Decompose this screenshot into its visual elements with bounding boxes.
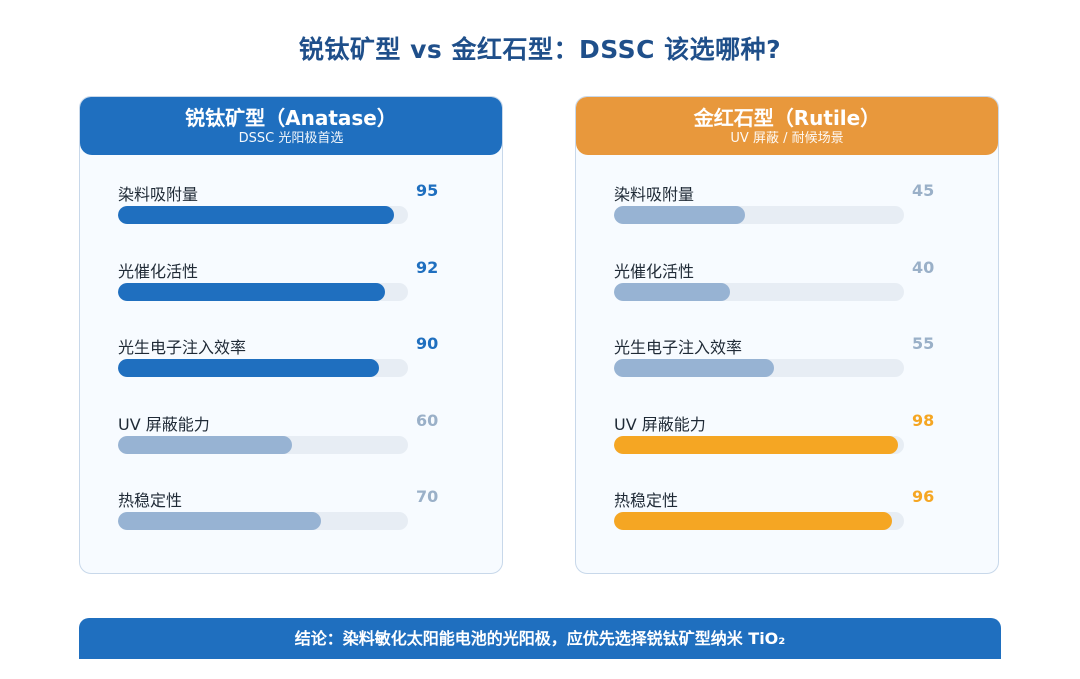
metric-bar-track <box>614 359 904 377</box>
anatase-metric-row: 热稳定性 70 <box>118 487 438 539</box>
metric-bar <box>118 359 379 377</box>
metric-label: 染料吸附量 <box>614 185 695 204</box>
rutile-metric-row: 染料吸附量 45 <box>614 181 934 233</box>
metric-bar <box>118 435 292 454</box>
metric-label: 染料吸附量 <box>118 185 199 204</box>
metric-bar-track <box>614 206 904 224</box>
metric-bar-track <box>614 435 904 454</box>
rutile-metric-row: 光催化活性 40 <box>614 258 934 310</box>
metric-label: 光催化活性 <box>118 261 199 281</box>
metric-label: 光生电子注入效率 <box>614 338 743 357</box>
rutile-card-title: 金红石型（Rutile） <box>693 106 881 130</box>
rutile-metric-row: 光生电子注入效率 55 <box>614 334 934 386</box>
metric-value: 90 <box>416 334 439 353</box>
anatase-metric-row: 光催化活性 92 <box>118 258 438 310</box>
anatase-card: 锐钛矿型（Anatase） DSSC 光阳极首选 染料吸附量 95 光催化活性 92 光… <box>79 96 503 574</box>
metric-label: UV 屏蔽能力 <box>118 414 210 434</box>
anatase-metric-row: UV 屏蔽能力 60 <box>118 411 438 463</box>
metric-bar <box>614 206 745 224</box>
metric-bar <box>118 206 394 224</box>
anatase-card-header: 锐钛矿型（Anatase） DSSC 光阳极首选 <box>80 97 502 155</box>
metric-label: 光催化活性 <box>614 261 695 281</box>
metric-bar <box>118 512 321 530</box>
metric-value: 70 <box>416 487 439 506</box>
metric-label: 热稳定性 <box>614 491 679 510</box>
rutile-card: 金红石型（Rutile） UV 屏蔽 / 耐候场景 染料吸附量 45 光催化活性 40… <box>575 96 999 574</box>
metric-bar-track <box>614 512 904 530</box>
anatase-metric-row: 光生电子注入效率 90 <box>118 334 438 386</box>
metric-value: 45 <box>912 181 935 200</box>
rutile-card-subtitle: UV 屏蔽 / 耐候场景 <box>730 131 844 146</box>
metric-bar-track <box>118 512 408 530</box>
metric-value: 92 <box>416 257 439 277</box>
metric-bar-track <box>118 359 408 377</box>
metric-bar-track <box>118 206 408 224</box>
anatase-metric-row: 染料吸附量 95 <box>118 181 438 233</box>
metric-label: UV 屏蔽能力 <box>614 414 706 434</box>
metric-bar <box>614 435 899 454</box>
metric-value: 95 <box>416 181 439 200</box>
metric-bar-track <box>118 435 408 454</box>
metric-bar-track <box>118 282 408 301</box>
rutile-metric-row: UV 屏蔽能力 98 <box>614 411 934 463</box>
metric-bar <box>614 359 774 377</box>
page-title: 锐钛矿型 vs 金红石型：DSSC 该选哪种? <box>298 35 782 64</box>
metric-bar <box>614 512 893 530</box>
metric-label: 光生电子注入效率 <box>118 338 247 357</box>
metric-value: 60 <box>416 410 439 430</box>
metric-bar-track <box>614 282 904 301</box>
conclusion-banner: 结论：染料敏化太阳能电池的光阳极，应优先选择锐钛矿型纳米 TiO₂ <box>79 618 1001 659</box>
metric-value: 55 <box>912 334 935 353</box>
anatase-card-title: 锐钛矿型（Anatase） <box>185 106 397 130</box>
metric-value: 40 <box>912 257 935 277</box>
metric-label: 热稳定性 <box>118 491 183 510</box>
rutile-card-header: 金红石型（Rutile） UV 屏蔽 / 耐候场景 <box>576 97 998 155</box>
rutile-metric-row: 热稳定性 96 <box>614 487 934 539</box>
metric-value: 98 <box>912 410 935 430</box>
metric-value: 96 <box>912 487 935 506</box>
anatase-card-subtitle: DSSC 光阳极首选 <box>238 131 344 146</box>
metric-bar <box>118 282 385 301</box>
metric-bar <box>614 282 730 301</box>
